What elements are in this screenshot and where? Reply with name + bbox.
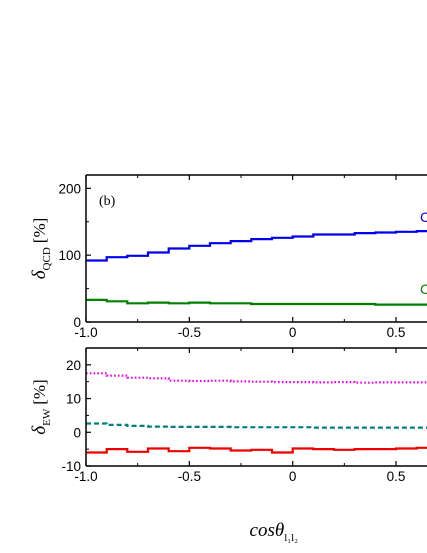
y-axis-label: δQCD [%] <box>29 218 53 280</box>
y-tick-label: 20 <box>66 358 81 373</box>
x-tick-label: -1.0 <box>74 469 97 484</box>
y-tick-label: 200 <box>58 181 81 196</box>
series-line-1 <box>86 422 427 429</box>
series-line-2 <box>86 446 427 454</box>
y-tick-label: 10 <box>66 392 81 407</box>
x-axis-label: cosθl₁l₂ <box>250 520 299 544</box>
y-axis-label-unit: [%] <box>30 218 49 243</box>
series-line-1 <box>86 298 427 306</box>
series-line-0 <box>86 230 427 262</box>
x-tick-label: -0.5 <box>178 325 201 340</box>
y-tick-label: 100 <box>58 248 81 263</box>
x-tick-label: -0.5 <box>178 469 201 484</box>
y-axis-label-main: δ <box>29 425 50 435</box>
series-group <box>86 372 427 454</box>
x-axis-label-main: cosθ <box>250 520 285 541</box>
y-axis-label-main: δ <box>29 269 50 279</box>
series-edge-label: C <box>420 209 427 225</box>
y-axis-label-sub: QCD <box>41 247 53 270</box>
y-tick-label: 0 <box>73 315 81 330</box>
x-tick-label: 0.5 <box>387 325 406 340</box>
series-edge-label: C <box>420 281 427 297</box>
x-tick-label: 0 <box>289 469 297 484</box>
y-tick-label: 0 <box>73 425 81 440</box>
x-tick-label: 0.5 <box>387 469 406 484</box>
series-line-0 <box>86 372 427 384</box>
x-tick-label: -1.0 <box>74 325 97 340</box>
ew-panel: -10 0 10 20 -1.0 -0.5 0 0.5 δEW [%] cosθl₁l₂ <box>29 347 427 544</box>
y-axis-label-unit: [%] <box>30 379 49 404</box>
y-tick-label: -10 <box>61 459 81 474</box>
y-axis-label-sub: EW <box>41 408 53 426</box>
panel-label: (b) <box>99 194 116 209</box>
y-axis-label: δEW [%] <box>29 379 53 434</box>
x-tick-label: 0 <box>289 325 297 340</box>
x-axis-label-sub: l₁l₂ <box>284 532 298 544</box>
series-group <box>86 230 427 306</box>
qcd-panel: C C 0 100 200 -1.0 -0.5 0 0.5 δQCD [%] (b) <box>29 174 427 340</box>
